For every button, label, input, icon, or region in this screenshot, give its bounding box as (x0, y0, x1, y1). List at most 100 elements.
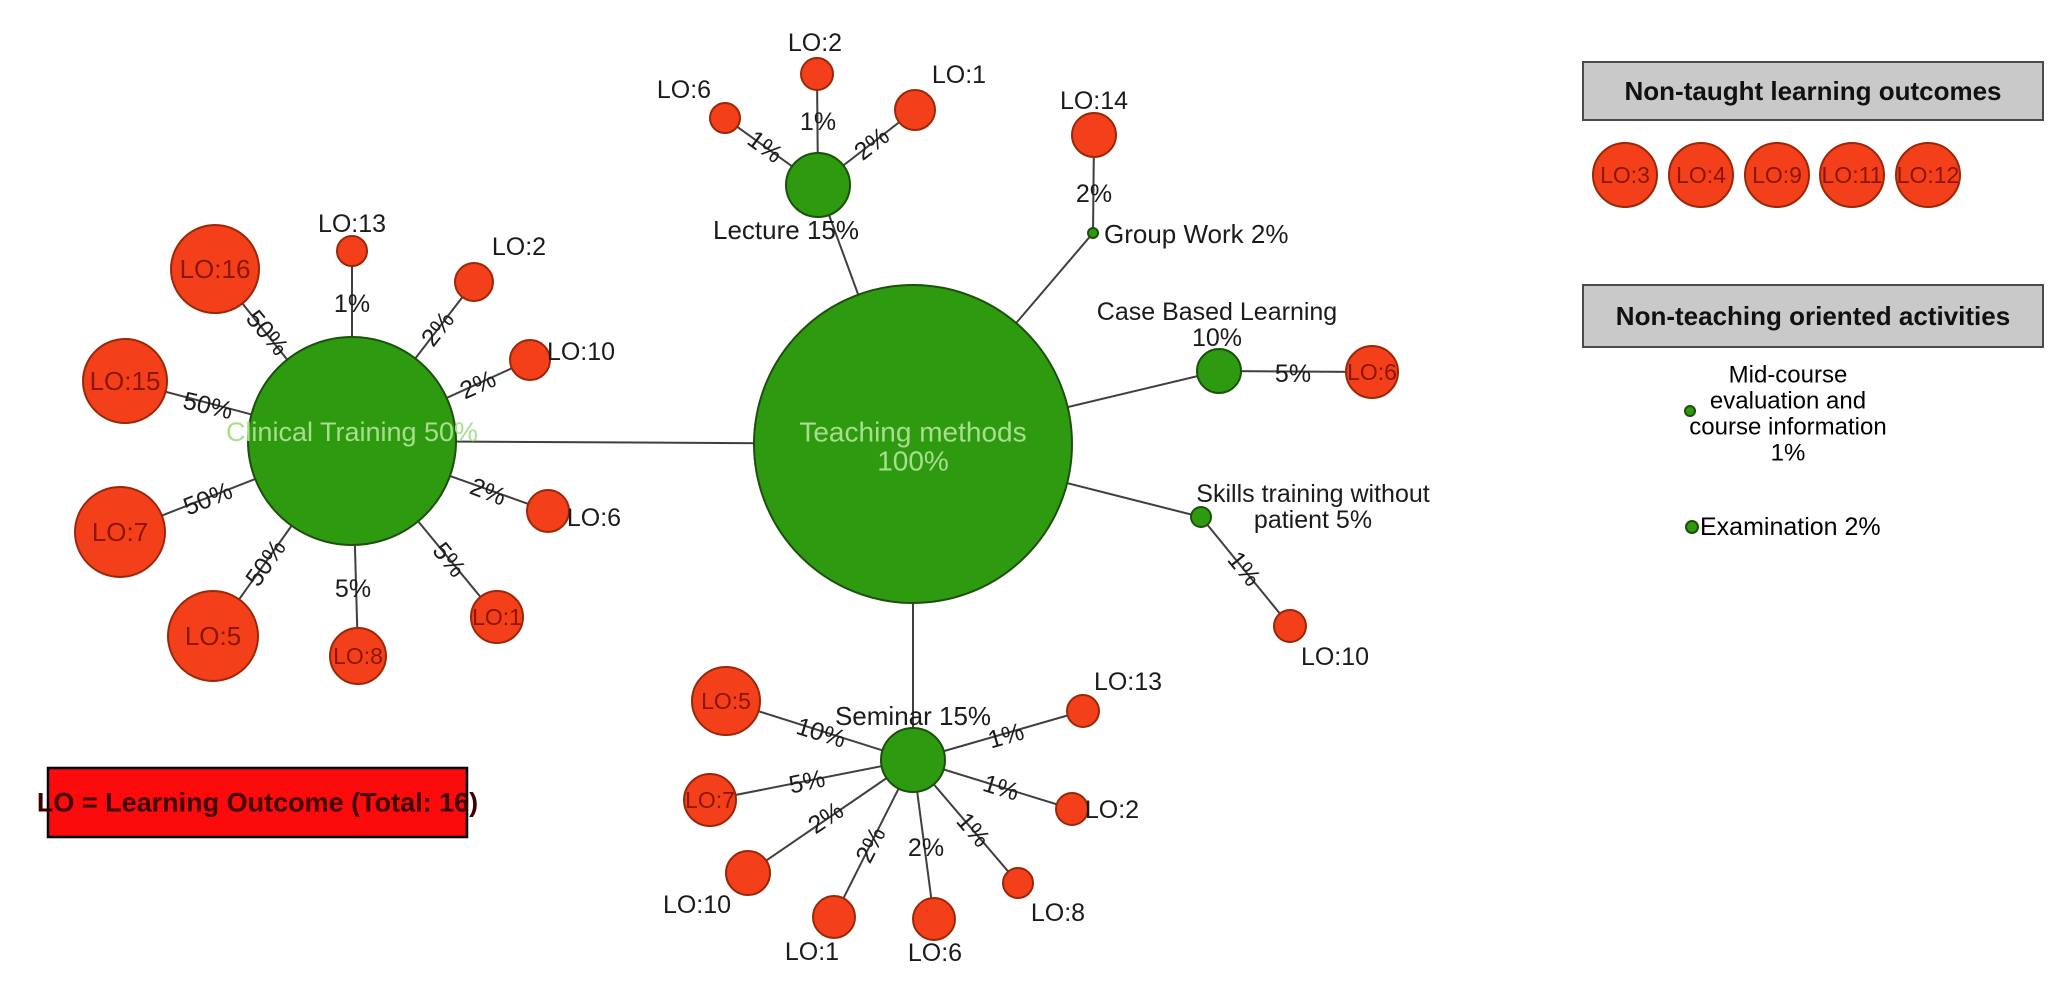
percent-label: 50% (180, 477, 237, 522)
lecture-label: Lecture 15% (713, 215, 859, 245)
lo-node-seminar-18 (725, 850, 771, 896)
midcourse-label: course information (1689, 414, 1886, 441)
seminar-node (880, 727, 946, 793)
lo-node-clinical-training-7 (336, 235, 368, 267)
percent-label: 50% (240, 305, 294, 361)
lo-label: LO:2 (788, 29, 842, 57)
edge-skills-training-lo (1200, 516, 1291, 627)
lo-label: LO:13 (318, 210, 386, 238)
midcourse-label: evaluation and (1710, 388, 1866, 415)
clinical-training-label: Clinical Training 50% (226, 417, 478, 447)
lo-node-clinical-training-8 (454, 262, 494, 302)
percent-label: 2% (1076, 180, 1112, 208)
lo-node-group-work-3 (1071, 112, 1117, 158)
midcourse-label: 1% (1771, 440, 1806, 467)
percent-label: 2% (803, 796, 849, 839)
percent-label: 2% (908, 834, 944, 862)
percent-label: 1% (334, 290, 370, 318)
percent-label: 5% (427, 537, 472, 583)
lo-label: LO:1 (472, 604, 522, 630)
lo-label: LO:1 (932, 61, 986, 89)
case-based-learning-percent: 10% (1192, 324, 1242, 352)
percent-label: 2% (849, 122, 895, 166)
lo-node-clinical-training-13 (329, 627, 387, 685)
examination-dot (1685, 520, 1699, 534)
lo-label: LO:15 (90, 366, 161, 396)
group-work-label: Group Work 2% (1104, 219, 1288, 249)
lo-label: LO:7 (685, 787, 735, 813)
examination-label: Examination 2% (1700, 513, 1881, 541)
seminar-label: Seminar 15% (835, 701, 991, 731)
lo-label: LO:14 (1060, 87, 1128, 115)
case-based-learning-node (1196, 348, 1242, 394)
lo-node-clinical-training-15 (526, 489, 570, 533)
legend-lo-label: LO:4 (1676, 162, 1726, 188)
percent-label: 2% (466, 472, 510, 511)
percent-label: 1% (800, 108, 836, 136)
midcourse-label: Mid-course (1729, 362, 1848, 389)
legend-lo-label: LO:3 (1600, 162, 1650, 188)
lo-label: LO:2 (1085, 796, 1139, 824)
case-based-learning-label: Case Based Learning (1097, 298, 1337, 326)
lo-node-seminar-17 (683, 773, 737, 827)
clinical-training-node (247, 336, 457, 546)
percent-label: 1% (985, 718, 1027, 755)
percent-label: 5% (786, 765, 827, 800)
lo-label: LO:10 (547, 338, 615, 366)
legend-lo-label: LO:9 (1752, 162, 1802, 188)
legend-lo-label: LO:12 (1897, 162, 1960, 188)
legend-lo-node (1668, 142, 1734, 208)
percent-label: 1% (951, 807, 996, 853)
lo-node-clinical-training-11 (74, 486, 166, 578)
lo-label: LO:16 (180, 254, 251, 284)
lecture-node (785, 152, 851, 218)
lo-node-seminar-16 (691, 666, 761, 736)
legend-lo-node (1592, 142, 1658, 208)
percent-label: 1% (1222, 546, 1267, 592)
lo-node-skills-training-5 (1273, 609, 1307, 643)
legend-lo-node (1744, 142, 1810, 208)
non-taught-legend-title: Non-taught learning outcomes (1625, 76, 2002, 106)
non-taught-legend-box (1582, 61, 2044, 121)
lo-label: LO:13 (1094, 668, 1162, 696)
lo-label: LO:6 (567, 504, 621, 532)
lo-node-clinical-training-6 (170, 224, 260, 314)
lo-key-label: LO = Learning Outcome (Total: 16) (37, 788, 478, 818)
lo-label: LO:8 (1031, 899, 1085, 927)
lo-label: LO:10 (1301, 643, 1369, 671)
lo-node-lecture-1 (800, 57, 834, 91)
skills-training-label-line2: patient 5% (1254, 506, 1372, 534)
lo-label: LO:10 (663, 891, 731, 919)
lo-label: LO:6 (657, 76, 711, 104)
lo-node-seminar-23 (1066, 694, 1100, 728)
percent-label: 2% (456, 365, 500, 405)
lo-node-seminar-19 (812, 895, 856, 939)
lo-label: LO:5 (185, 621, 241, 651)
group-work-node (1087, 227, 1099, 239)
legend-lo-label: LO:11 (1822, 162, 1883, 188)
lo-node-seminar-22 (1055, 792, 1089, 826)
legend-lo-node (1819, 142, 1885, 208)
lo-node-clinical-training-14 (470, 590, 524, 644)
lo-label: LO:2 (492, 233, 546, 261)
skills-training-label-line1: Skills training without (1196, 480, 1429, 508)
lo-node-seminar-20 (912, 897, 956, 941)
lo-label: LO:6 (908, 939, 962, 967)
lo-label: LO:6 (1347, 359, 1397, 385)
percent-label: 2% (850, 823, 891, 868)
edge-seminar-lo (709, 759, 914, 801)
lo-label: LO:8 (333, 643, 383, 669)
non-teaching-legend-box (1582, 284, 2044, 348)
lo-node-clinical-training-10 (82, 338, 168, 424)
percent-label: 50% (240, 534, 292, 591)
lo-node-seminar-21 (1002, 867, 1034, 899)
lo-node-clinical-training-9 (509, 339, 551, 381)
teaching-methods-percent: 100% (877, 446, 949, 477)
skills-training-node (1190, 506, 1212, 528)
teaching-methods-label: Teaching methods (799, 417, 1026, 448)
lo-node-clinical-training-12 (167, 590, 259, 682)
percent-label: 1% (980, 769, 1023, 806)
lo-node-lecture-0 (709, 102, 741, 134)
